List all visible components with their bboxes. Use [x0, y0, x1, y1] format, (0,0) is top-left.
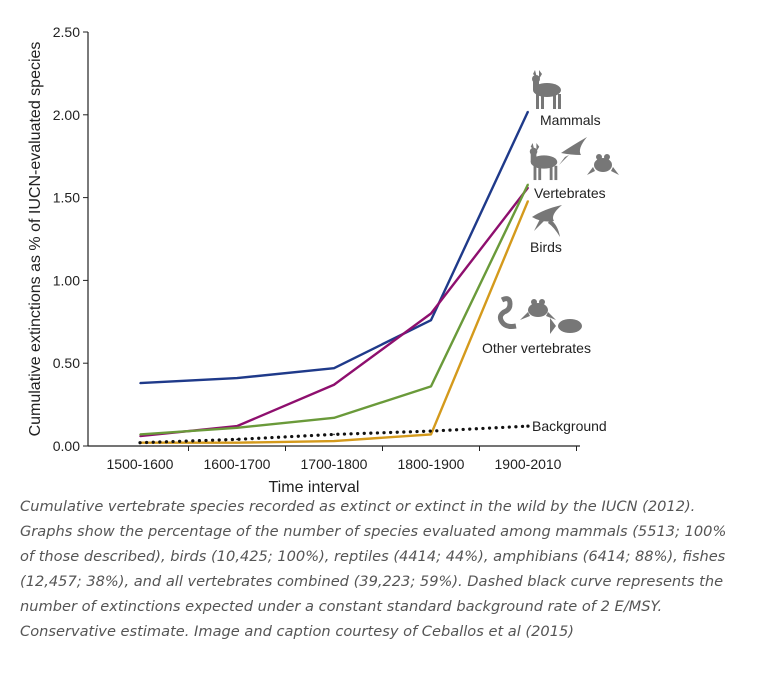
x-tick-label: 1900-2010 [495, 456, 562, 472]
birds-series-line [139, 183, 530, 436]
birds-data-point [527, 183, 529, 186]
bird-icon [532, 205, 562, 237]
deer-icon [532, 70, 561, 109]
x-axis-title: Time interval [269, 479, 360, 494]
y-tick-label: 2.50 [53, 24, 80, 40]
x-tick-label: 1600-1700 [204, 456, 271, 472]
vertebrates-data-point [430, 312, 432, 315]
other-vertebrates-data-point [333, 440, 335, 442]
vertebrates-data-point [333, 383, 335, 386]
birds-data-point [333, 417, 335, 419]
other-vertebrates-data-point [430, 433, 432, 436]
other-vertebrates-series-label: Other vertebrates [482, 340, 591, 356]
birds-data-point [139, 433, 141, 436]
vertebrates-series-label: Vertebrates [534, 185, 606, 201]
x-tick-label: 1500-1600 [107, 456, 174, 472]
background-series-line [138, 424, 530, 445]
vertebrates-series-line [139, 186, 529, 438]
other-vertebrates-icon [497, 296, 582, 334]
vertebrates-data-point [236, 425, 238, 427]
background-data-point [236, 438, 238, 441]
mammals-data-point [236, 377, 238, 379]
mammals-data-point [527, 110, 529, 113]
mammals-data-point [139, 382, 141, 384]
y-tick-label: 0.00 [53, 438, 80, 454]
mammals-data-point [333, 367, 335, 369]
y-tick-label: 0.50 [53, 355, 80, 371]
y-tick-label: 2.00 [53, 107, 80, 123]
background-data-point [430, 430, 432, 432]
y-axis-title: Cumulative extinctions as % of IUCN-eval… [27, 42, 44, 437]
birds-data-point [236, 426, 238, 429]
x-tick-label: 1700-1800 [301, 456, 368, 472]
vertebrates-icon [529, 137, 619, 181]
y-tick-label: 1.00 [53, 272, 80, 288]
birds-data-point [430, 385, 432, 388]
birds-series-label: Birds [530, 239, 562, 255]
figure-caption: Cumulative vertebrate species recorded a… [20, 498, 727, 640]
background-data-point [139, 441, 141, 444]
mammals-series-label: Mammals [540, 112, 601, 128]
other-vertebrates-data-point [236, 441, 238, 444]
x-tick-label: 1800-1900 [398, 456, 465, 472]
background-data-point [527, 425, 529, 427]
background-data-point [333, 433, 335, 436]
extinction-line-chart: 0.00 0.50 1.00 1.50 2.00 2.50 1500-1600 1600-17… [27, 24, 619, 494]
mammals-data-point [430, 319, 432, 321]
plot-area: 0.00 0.50 1.00 1.50 2.00 2.50 1500-1600 1600-17… [27, 24, 607, 494]
y-tick-label: 1.50 [53, 190, 80, 206]
species-icons [497, 70, 619, 334]
other-vertebrates-data-point [527, 200, 529, 202]
vertebrates-data-point [139, 435, 141, 437]
background-series-label: Background [532, 418, 607, 434]
